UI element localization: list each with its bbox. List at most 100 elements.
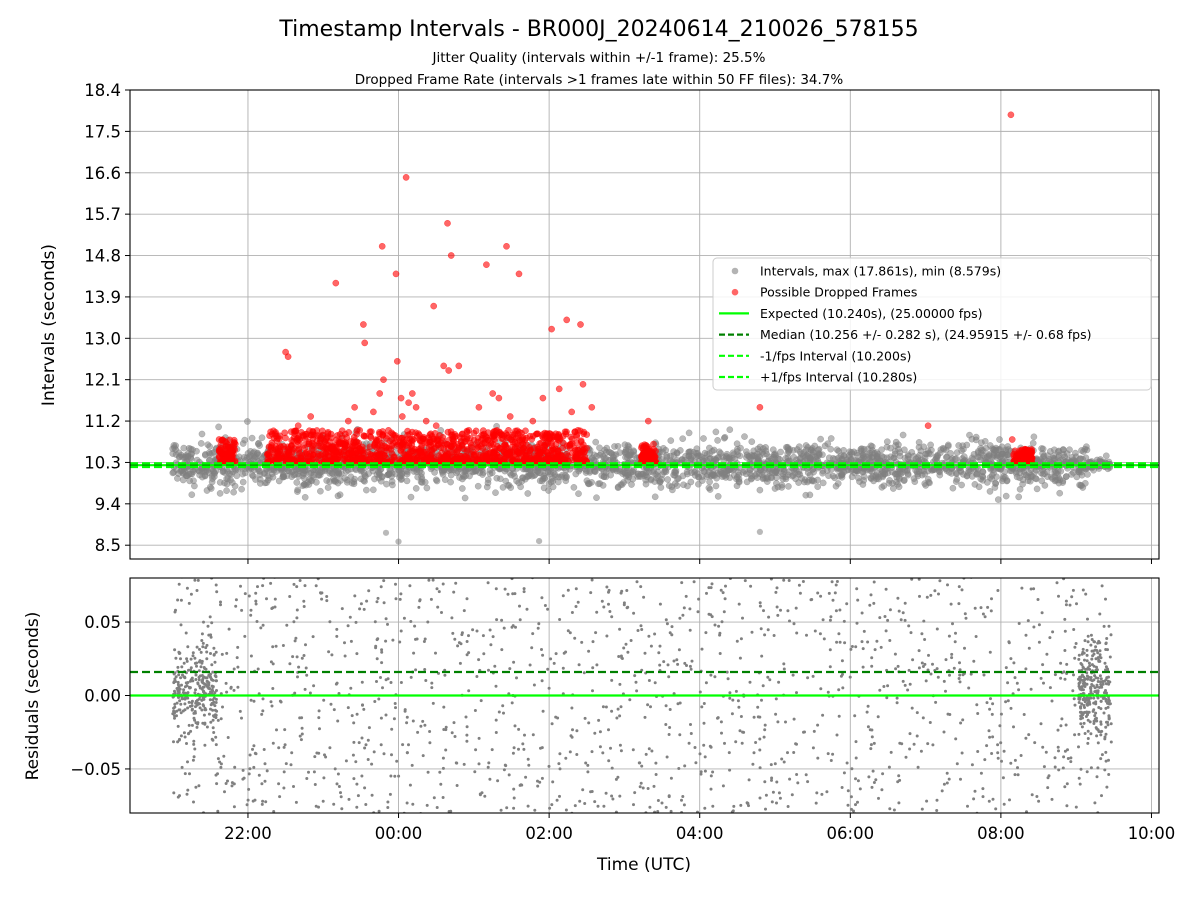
interval-point <box>955 442 963 449</box>
interval-point <box>967 467 974 475</box>
interval-point <box>671 467 679 475</box>
interval-point <box>895 445 902 453</box>
residual-point <box>1109 740 1113 744</box>
residual-point <box>517 747 520 751</box>
residual-point <box>303 584 307 588</box>
intervals-y-tick-label: 17.5 <box>84 122 121 141</box>
residual-point <box>214 735 218 739</box>
residual-point <box>897 609 901 613</box>
residual-point <box>782 662 786 666</box>
residual-point <box>512 806 516 810</box>
residual-point <box>395 759 399 763</box>
interval-point <box>1073 473 1081 481</box>
dropped-frame-point <box>566 441 574 448</box>
interval-point <box>997 451 1005 458</box>
residual-point <box>1046 786 1050 790</box>
dropped-frame-point <box>372 452 379 459</box>
residual-point <box>766 675 770 679</box>
interval-point <box>698 453 705 461</box>
interval-point <box>238 485 245 493</box>
residual-point <box>581 788 585 792</box>
residual-point <box>681 795 685 798</box>
dropped-frame-point <box>327 434 335 442</box>
dropped-frame-point <box>216 446 224 454</box>
residual-point <box>652 784 656 788</box>
residual-point <box>335 782 339 786</box>
interval-point <box>733 440 741 448</box>
residual-point <box>1085 770 1089 774</box>
interval-point <box>433 477 441 485</box>
residual-point <box>445 573 448 576</box>
residual-point <box>669 776 673 780</box>
residual-point <box>219 603 222 607</box>
dropped-frame-point <box>650 445 657 453</box>
residual-point <box>1022 713 1026 716</box>
residual-point <box>1062 755 1066 759</box>
residual-point <box>624 642 628 646</box>
residual-point <box>431 578 435 582</box>
residual-point <box>676 662 680 666</box>
dropped-frame-point <box>333 456 341 463</box>
residual-point <box>411 802 415 806</box>
residual-point <box>1089 633 1093 637</box>
interval-point <box>750 452 758 460</box>
interval-point <box>944 441 952 449</box>
residual-point <box>672 659 676 663</box>
interval-point <box>1004 451 1012 459</box>
residual-point <box>639 781 643 785</box>
interval-point <box>868 443 876 450</box>
interval-point <box>215 423 222 431</box>
interval-point <box>695 480 702 488</box>
residual-point <box>360 774 364 778</box>
dropped-frame-point <box>644 417 652 425</box>
residual-point <box>270 607 274 610</box>
interval-point <box>315 472 323 479</box>
dropped-frame-point <box>556 435 564 443</box>
interval-point <box>899 431 907 439</box>
interval-point <box>570 484 578 491</box>
dropped-frame-point <box>359 446 366 454</box>
dropped-frame-point <box>579 441 587 449</box>
dropped-frame-point <box>526 447 534 455</box>
interval-point <box>1039 445 1047 453</box>
residual-point <box>855 587 859 591</box>
residual-point <box>976 712 980 715</box>
legend-label: Possible Dropped Frames <box>760 285 917 300</box>
residual-point <box>926 742 930 746</box>
residual-point <box>526 757 530 761</box>
interval-point <box>979 447 987 455</box>
interval-point <box>1004 443 1012 450</box>
residual-point <box>872 601 876 605</box>
residual-point <box>1059 724 1063 728</box>
residual-point <box>917 649 921 653</box>
dropped-frame-point <box>483 261 490 269</box>
interval-point <box>817 435 824 443</box>
residual-point <box>709 787 713 791</box>
residual-point <box>957 602 961 606</box>
residual-point <box>709 613 713 617</box>
dropped-frame-point <box>534 443 542 451</box>
residual-point <box>1072 628 1076 631</box>
residual-point <box>937 592 940 596</box>
residual-point <box>889 750 893 754</box>
residual-point <box>981 612 985 616</box>
interval-point <box>1062 473 1070 481</box>
residual-point <box>885 696 889 700</box>
interval-point <box>886 477 893 484</box>
residual-point <box>693 746 697 749</box>
dropped-frame-point <box>332 448 340 456</box>
interval-point <box>1084 471 1091 478</box>
dropped-frame-point <box>490 435 498 443</box>
residual-point <box>449 809 453 813</box>
dropped-frame-point <box>579 380 587 388</box>
residual-point <box>265 597 268 601</box>
residual-point <box>510 625 514 629</box>
residual-point <box>654 773 658 776</box>
interval-point <box>812 456 820 463</box>
interval-point <box>206 450 214 458</box>
residual-point <box>465 733 469 737</box>
interval-point <box>996 436 1003 443</box>
residual-point <box>389 774 393 778</box>
residual-point <box>990 752 994 755</box>
residual-point <box>546 667 550 671</box>
